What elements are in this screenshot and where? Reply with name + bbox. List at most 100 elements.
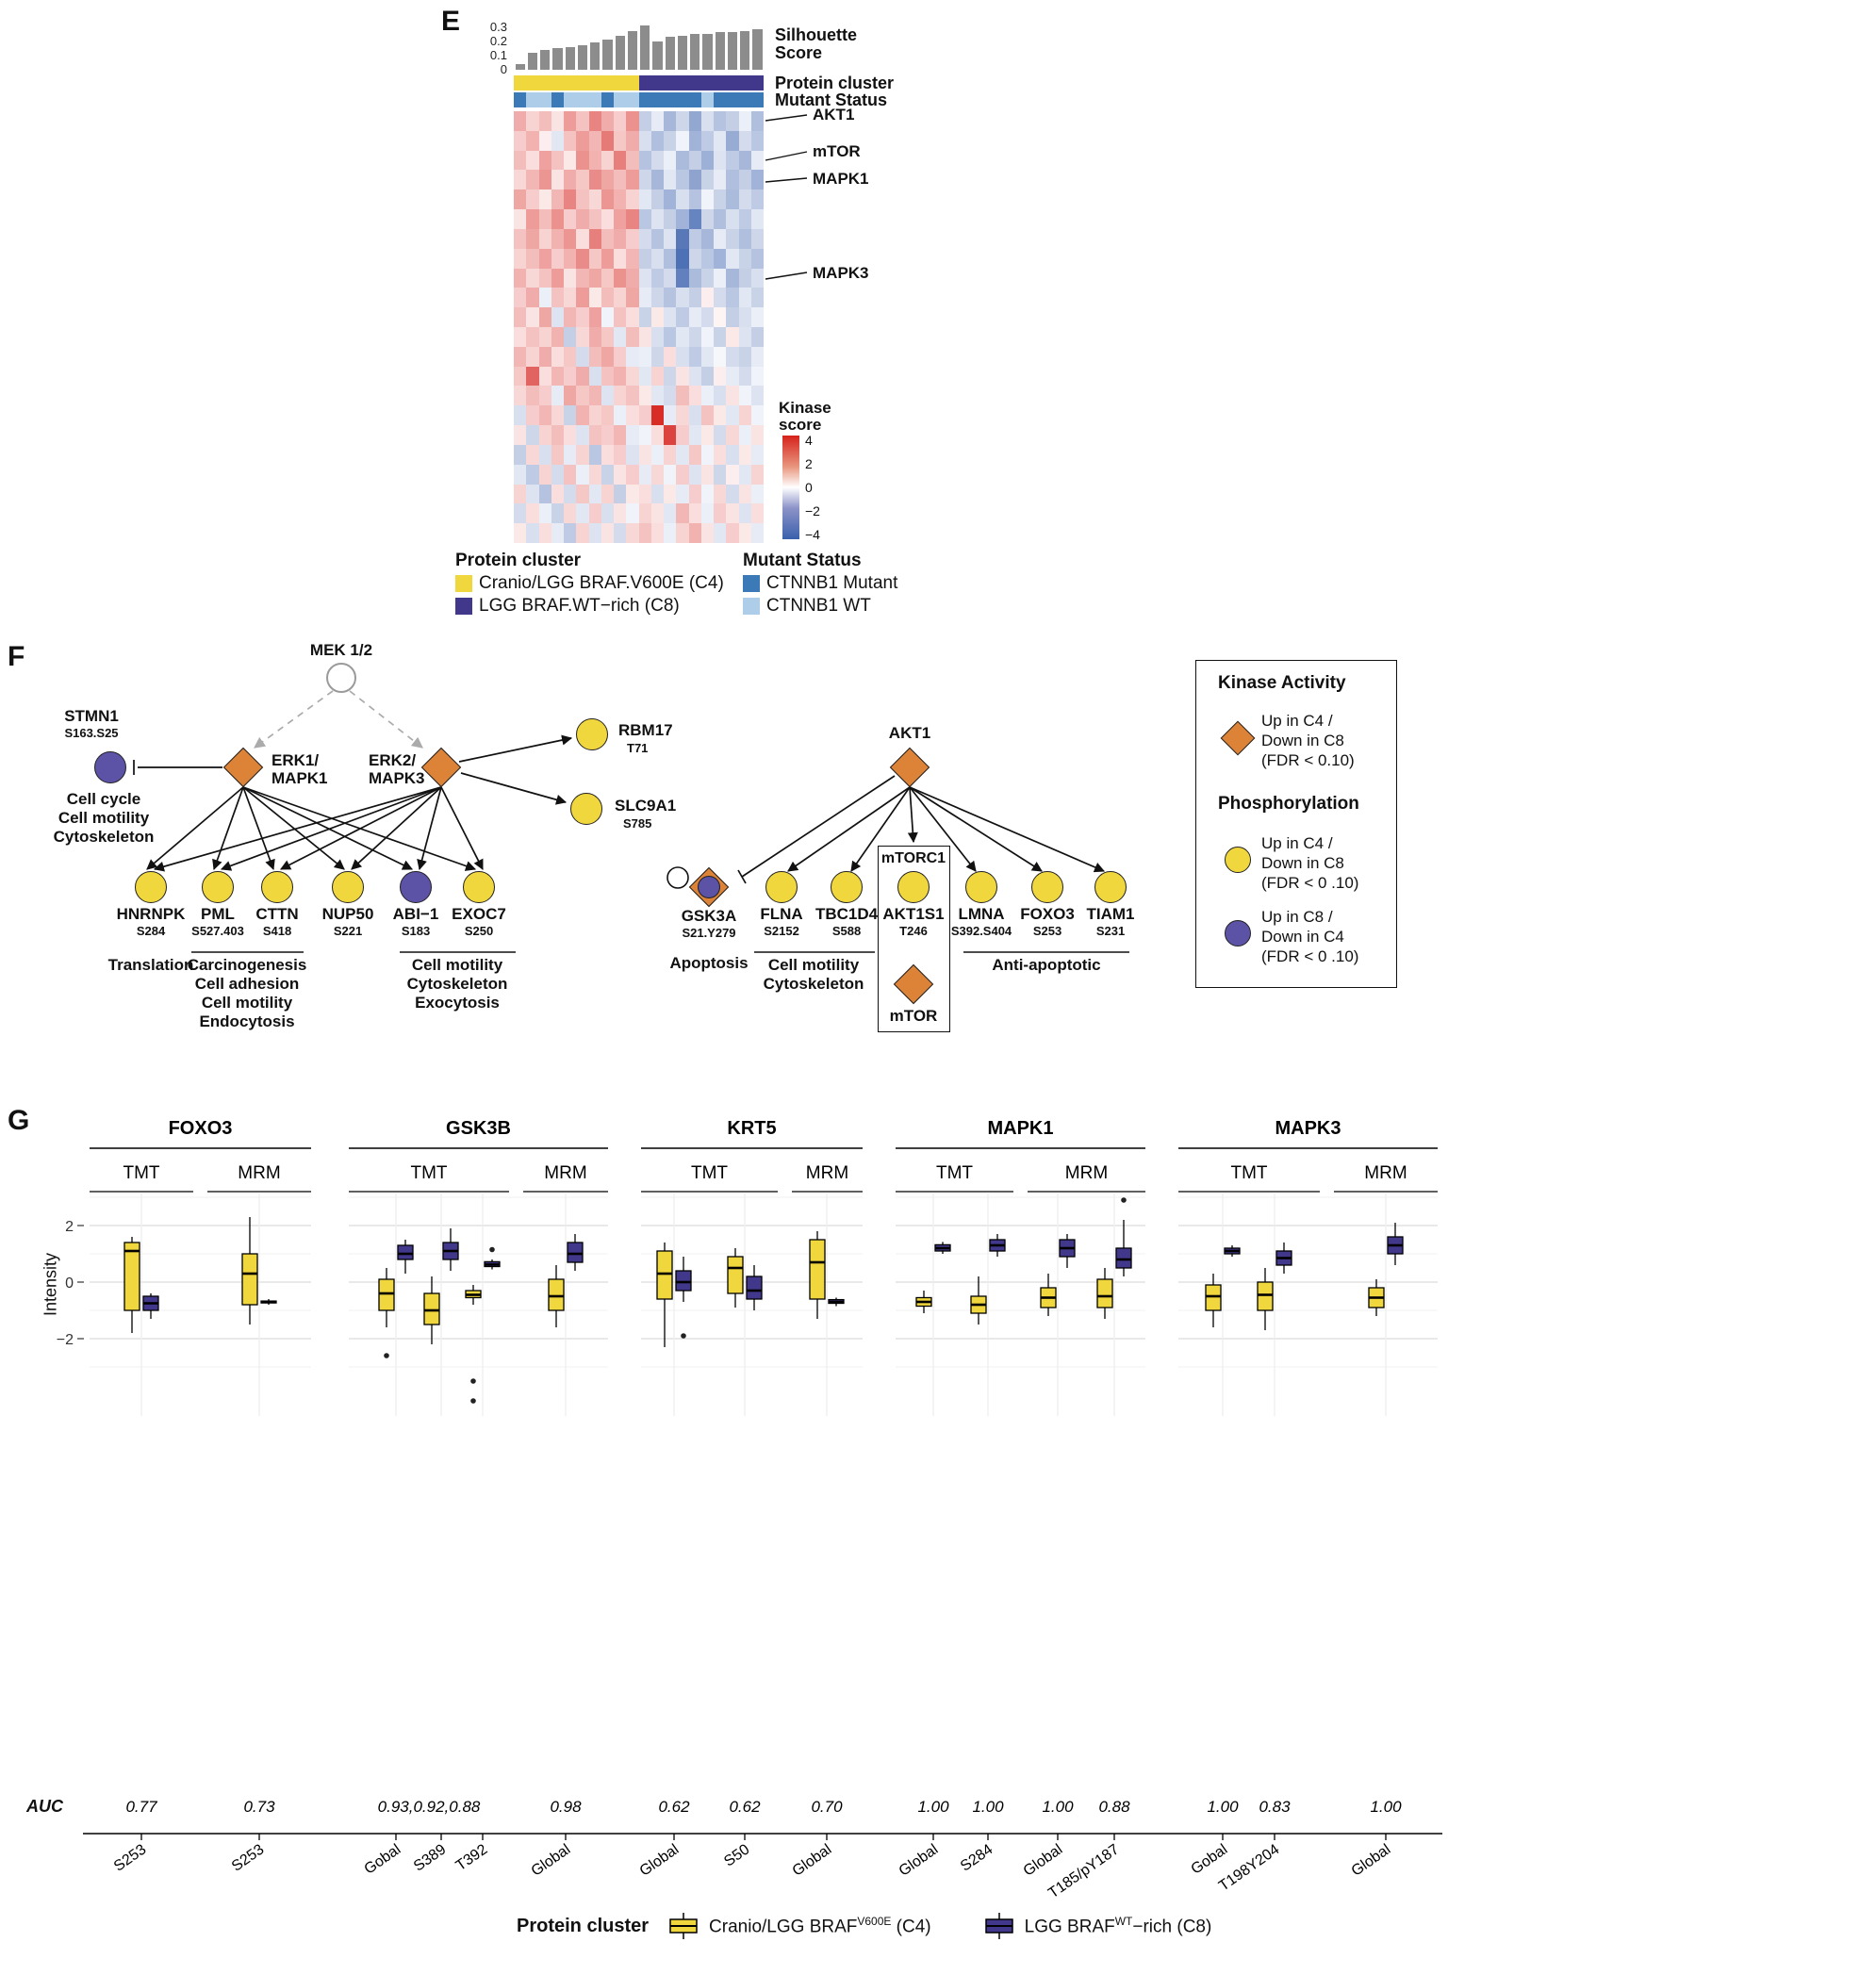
heatmap-cell	[588, 111, 601, 131]
heatmap-cell	[676, 248, 689, 269]
heatmap-cell	[514, 444, 527, 465]
mutant-status-cell	[750, 92, 764, 107]
mutant-status-cell	[538, 92, 551, 107]
heatmap-cell	[514, 248, 527, 269]
heatmap-cell	[638, 405, 651, 426]
flna-site: S2152	[764, 924, 799, 938]
heatmap-cell	[638, 503, 651, 524]
heatmap-cell	[700, 346, 714, 367]
node-nup50	[332, 871, 364, 903]
auc-value: 1.00	[917, 1798, 949, 1816]
heatmap-cell	[714, 366, 727, 387]
heatmap-cell	[714, 248, 727, 269]
heatmap-cell	[650, 327, 664, 347]
heatmap-cell	[676, 111, 689, 131]
heatmap-cell	[614, 346, 627, 367]
heatmap-cell	[726, 425, 739, 445]
heatmap-cell	[551, 444, 564, 465]
heatmap-cell	[588, 366, 601, 387]
x-category-label: Global	[637, 1841, 683, 1879]
heatmap-cell	[601, 386, 614, 406]
abi1-site: S183	[401, 924, 431, 938]
silhouette-bar	[727, 32, 737, 70]
mtor-label: mTOR	[889, 1007, 938, 1025]
heatmap-cell	[750, 288, 764, 308]
heatmap-cell	[576, 288, 589, 308]
mutant-status-cell	[601, 92, 614, 107]
x-category-label: S253	[229, 1841, 267, 1874]
heatmap-cell	[664, 405, 677, 426]
silhouette-axis-tick: 0	[500, 62, 507, 76]
heatmap-cell	[700, 170, 714, 190]
heatmap-cell	[526, 366, 539, 387]
heatmap-cell	[614, 189, 627, 210]
heatmap-cell	[726, 170, 739, 190]
heatmap-cell	[688, 327, 701, 347]
heatmap-cell	[601, 405, 614, 426]
heatmap-cell	[588, 130, 601, 151]
heatmap-cell	[726, 503, 739, 524]
boxplot-box	[567, 1242, 584, 1263]
silhouette-axis-tick: 0.1	[489, 48, 507, 62]
heatmap-cell	[576, 307, 589, 327]
heatmap-cell	[601, 425, 614, 445]
panel-e-label: E	[441, 6, 461, 37]
heatmap-cell	[614, 288, 627, 308]
mutant-status-legend-title: Mutant Status	[743, 551, 862, 570]
heatmap-cell	[588, 425, 601, 445]
heatmap-cell	[664, 130, 677, 151]
method-header: TMT	[123, 1163, 159, 1183]
heatmap-cell	[726, 268, 739, 288]
heatmap-cell	[551, 327, 564, 347]
heatmap-cell	[564, 444, 577, 465]
x-category-label: Global	[1021, 1841, 1066, 1879]
heatmap-cell	[526, 464, 539, 485]
heatmap-cell	[700, 444, 714, 465]
heatmap-cell	[614, 523, 627, 543]
heatmap-cell	[576, 484, 589, 504]
heatmap-cell	[726, 248, 739, 269]
heatmap-cell	[514, 228, 527, 249]
heatmap-cell	[688, 130, 701, 151]
heatmap-cell	[714, 228, 727, 249]
heatmap-cell	[626, 346, 639, 367]
heatmap-cell	[638, 464, 651, 485]
phospho-up-c4-legend-item: Up in C4 / Down in C8 (FDR < 0 .10)	[1261, 834, 1359, 892]
heatmap-cell	[526, 248, 539, 269]
heatmap-cell	[514, 346, 527, 367]
heatmap-cell	[551, 386, 564, 406]
heatmap-cell	[664, 288, 677, 308]
protein-cluster-legend: Protein cluster Cranio/LGG BRAFV600E (C4…	[517, 1912, 1263, 1940]
mutant-status-cell	[526, 92, 539, 107]
heatmap-cell	[688, 209, 701, 229]
heatmap-cell	[551, 288, 564, 308]
boxplot-box	[1096, 1278, 1113, 1308]
heatmap-cell	[601, 130, 614, 151]
stmn1-site: S163.S25	[64, 726, 119, 740]
ctnnb1-wt-label: CTNNB1 WT	[766, 596, 871, 616]
heatmap-cell	[700, 366, 714, 387]
heatmap-cell	[638, 366, 651, 387]
heatmap-cell	[588, 464, 601, 485]
heatmap-cell	[700, 425, 714, 445]
heatmap-cell	[650, 150, 664, 171]
heatmap-cell	[738, 484, 751, 504]
heatmap-cell	[750, 444, 764, 465]
heatmap-cell	[564, 130, 577, 151]
heatmap-cell	[738, 366, 751, 387]
heatmap-cell	[638, 288, 651, 308]
protein-cluster-cell	[601, 75, 614, 91]
foxo3-site: S253	[1032, 924, 1062, 938]
heatmap-cell	[538, 503, 551, 524]
hnrnpk-site: S284	[136, 924, 166, 938]
boxplot-box	[1115, 1247, 1132, 1269]
heatmap-cell	[688, 405, 701, 426]
c4-legend-label: Cranio/LGG BRAF.V600E (C4)	[479, 573, 724, 593]
heatmap-cell	[588, 170, 601, 190]
mtorc1-label: mTORC1	[880, 850, 946, 866]
node-tiam1	[1094, 871, 1127, 903]
heatmap-cell	[551, 503, 564, 524]
gsk3a-site: S21.Y279	[682, 926, 736, 940]
c8-legend-label: LGG BRAFWT−rich (C8)	[1024, 1914, 1212, 1937]
heatmap-cell	[626, 209, 639, 229]
